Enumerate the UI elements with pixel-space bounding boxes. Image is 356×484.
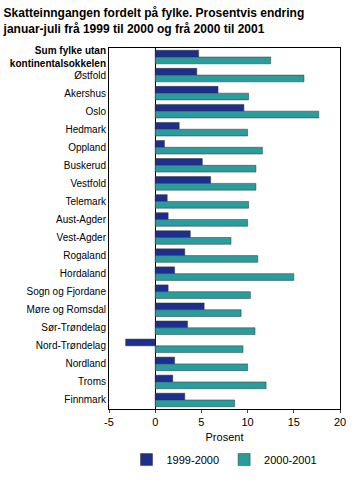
svg-text:Østfold: Østfold [74,70,106,81]
svg-text:Aust-Agder: Aust-Agder [56,214,107,225]
svg-text:Nord-Trøndelag: Nord-Trøndelag [36,340,106,351]
svg-text:2000-2001: 2000-2001 [264,454,317,466]
svg-text:10: 10 [241,416,253,428]
svg-text:Oppland: Oppland [68,142,106,153]
svg-text:Hordaland: Hordaland [60,268,106,279]
svg-text:Sør-Trøndelag: Sør-Trøndelag [41,322,106,333]
svg-text:20: 20 [334,416,346,428]
svg-text:Sum fylke utankontinentalsokke: Sum fylke utankontinentalsokkelen [10,45,106,69]
svg-text:Finnmark: Finnmark [64,394,107,405]
svg-text:Troms: Troms [78,376,106,387]
svg-text:5: 5 [198,416,204,428]
svg-text:Hedmark: Hedmark [65,124,107,135]
svg-text:Vestfold: Vestfold [70,178,106,189]
svg-text:0: 0 [152,416,158,428]
svg-text:Rogaland: Rogaland [63,250,106,261]
svg-text:Akershus: Akershus [64,88,106,99]
svg-text:Skatteinngangen fordelt på fyl: Skatteinngangen fordelt på fylke. Prosen… [3,6,305,36]
svg-text:Telemark: Telemark [65,196,107,207]
svg-text:Sogn og Fjordane: Sogn og Fjordane [26,286,106,297]
svg-text:Prosent: Prosent [206,431,244,443]
svg-text:Møre og Romsdal: Møre og Romsdal [27,304,106,315]
svg-text:Buskerud: Buskerud [64,160,106,171]
svg-text:Vest-Agder: Vest-Agder [57,232,107,243]
svg-text:15: 15 [288,416,300,428]
svg-text:-5: -5 [104,416,114,428]
svg-text:Oslo: Oslo [85,106,106,117]
svg-text:1999-2000: 1999-2000 [167,454,220,466]
svg-text:Nordland: Nordland [65,358,106,369]
